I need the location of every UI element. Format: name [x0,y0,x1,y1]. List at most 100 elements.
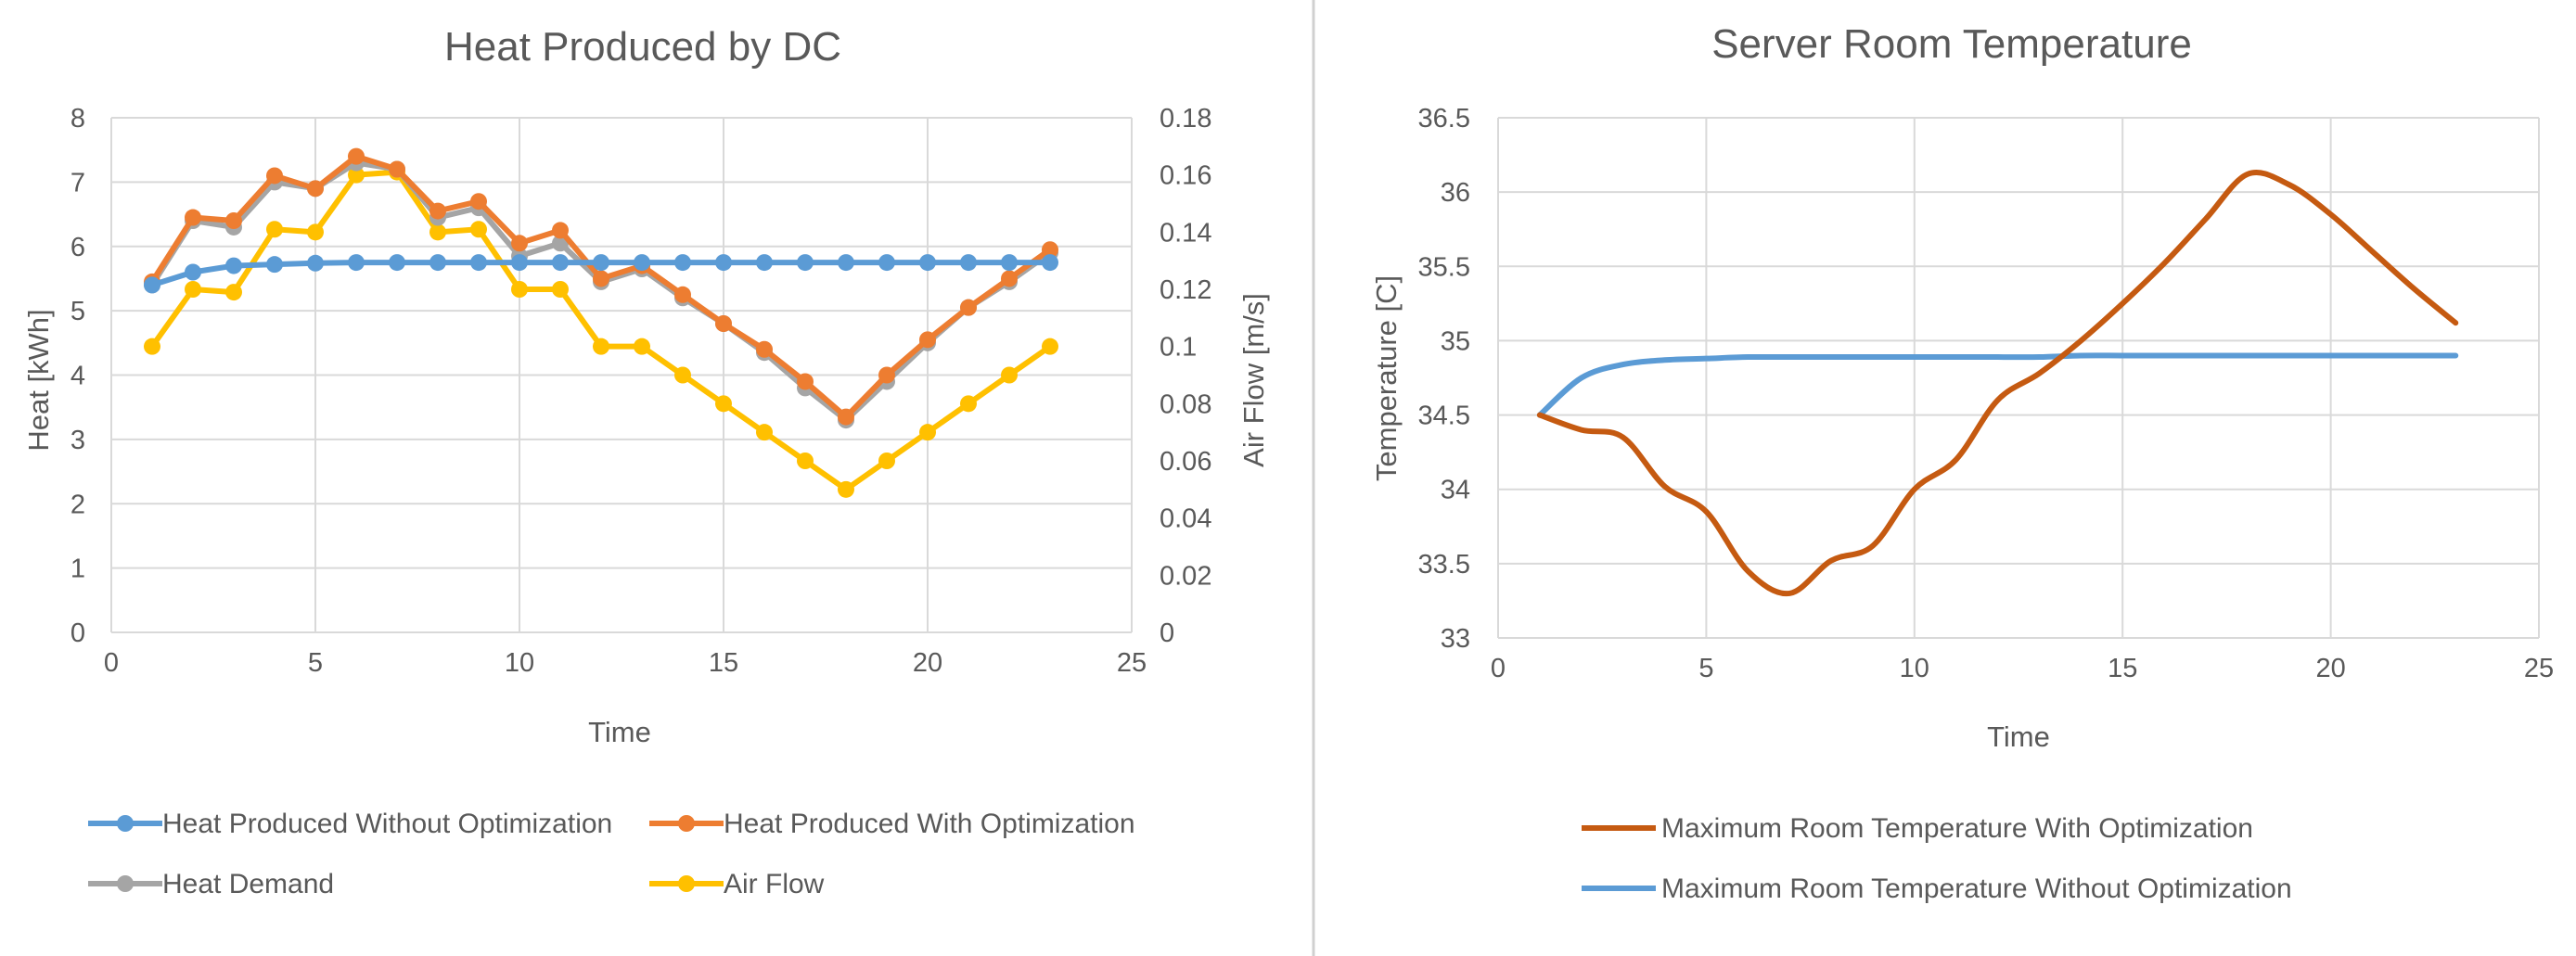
temperature-chart-x-tick-label: 25 [2524,654,2554,683]
temperature-chart-y-label: Temperature [C] [1370,275,1403,481]
temperature-chart-x-tick-label: 10 [1900,654,1929,683]
series-point [715,395,732,413]
temperature-chart-x-label: Time [1987,720,2050,753]
series-point [960,299,977,316]
heat-chart-y2-tick-label: 0.12 [1160,275,1211,305]
temperature-chart-x-tick-label: 5 [1698,654,1713,683]
series-point [715,315,732,332]
series-point [429,202,446,220]
series-point [919,424,936,441]
heat-chart-title: Heat Produced by DC [444,24,841,70]
series-point [348,147,365,165]
temperature-chart-y-tick-label: 36.5 [1418,104,1470,134]
series-point [470,221,487,238]
series-point [225,257,242,274]
temperature-chart-y-tick-label: 33.5 [1418,550,1470,580]
heat-chart-y2-tick-label: 0.08 [1160,389,1211,419]
series-point [511,235,528,252]
heat-chart-y2-ticks: 0 0.02 0.04 0.06 0.08 0.1 0.12 0.14 0.16 0.18 [1160,104,1211,648]
heat-chart-y-tick-label: 7 [70,168,85,198]
series-point [307,180,324,198]
heat-chart-x-tick-label: 10 [505,648,534,678]
heat-chart-y-tick-label: 1 [70,554,85,584]
series-point [593,338,609,355]
series-point [593,254,609,272]
series-point [348,166,365,184]
temperature-chart-y-tick-label: 34.5 [1418,402,1470,431]
series-point [144,276,160,294]
series-point [266,256,283,274]
heat-chart-y2-tick-label: 0.04 [1160,504,1211,534]
series-point [634,254,650,272]
series-point [634,338,650,355]
legend-label: Heat Produced With Optimization [724,809,1135,839]
heat-chart-y2-tick-label: 0.14 [1160,218,1211,248]
series-point [389,254,405,272]
heat-chart-x-tick-label: 15 [709,648,738,678]
temperature-chart-x-tick-label: 0 [1491,654,1506,683]
series-line [1536,170,2459,597]
temperature-chart-gridlines [1497,117,2540,639]
series-point [838,480,854,498]
heat-chart-y2-tick-label: 0 [1160,618,1174,648]
heat-chart-y2-tick-label: 0.1 [1160,333,1197,363]
heat-chart-y-tick-label: 0 [70,618,85,648]
series-point [919,254,936,272]
series-point [878,254,895,272]
temperature-chart-x-tick-label: 20 [2315,654,2345,683]
heat-chart-x-label: Time [588,716,651,748]
heat-chart-y-tick-label: 5 [70,297,85,326]
heat-chart-y2-label: Air Flow [m/s] [1237,293,1270,467]
series-point [511,281,528,298]
temperature-chart-legend: Maximum Room Temperature With Optimizati… [1582,813,2292,904]
series-point [470,254,487,272]
temperature-chart-y-tick-label: 33 [1441,624,1470,654]
heat-chart-x-tick-label: 5 [308,648,323,678]
series-line [149,159,1052,424]
series-point [552,254,569,272]
heat-chart-y-ticks: 0 1 2 3 4 5 6 7 8 [70,104,85,648]
heat-chart-y2-tick-label: 0.02 [1160,561,1211,591]
heat-chart-y-tick-label: 4 [70,362,85,391]
heat-chart-y-tick-label: 2 [70,490,85,519]
series-point [307,254,324,272]
temperature-chart: Server Room Temperature 33 33.5 34 34.5 35 35… [1370,21,2554,904]
heat-chart-y2-tick-label: 0.18 [1160,104,1211,134]
series-point [225,212,242,229]
legend-label: Heat Demand [162,869,334,899]
series-point [715,254,732,272]
heat-chart-x-tick-label: 20 [913,648,942,678]
legend-label: Heat Produced Without Optimization [162,809,612,839]
heat-chart-y2-tick-label: 0.16 [1160,161,1211,191]
series-point [1042,338,1058,355]
temperature-chart-x-ticks: 0 5 10 15 20 25 [1491,654,2554,683]
series-point [185,209,201,226]
heat-chart-y-tick-label: 6 [70,233,85,262]
series-point [878,366,895,384]
series-point [552,222,569,239]
heat-chart-x-ticks: 0 5 10 15 20 25 [104,648,1147,678]
series-point [878,453,895,469]
legend-swatch-marker [678,875,695,892]
temperature-chart-title: Server Room Temperature [1711,21,2192,67]
series-point [1042,254,1058,272]
series-point [593,270,609,287]
legend-swatch-marker [117,815,134,832]
series-point [756,254,773,272]
series-point [1001,254,1018,272]
legend-label: Maximum Room Temperature With Optimizati… [1661,813,2253,844]
temperature-chart-y-tick-label: 36 [1441,178,1470,208]
heat-chart-y-label: Heat [kWh] [22,309,55,451]
heat-chart-y-tick-label: 8 [70,104,85,134]
temperature-chart-y-tick-label: 34 [1441,476,1470,505]
series-point [389,160,405,178]
series-point [307,223,324,241]
series-point [266,167,283,185]
heat-chart-legend: Heat Produced Without Optimization Heat P… [88,809,1135,899]
series-point [470,193,487,210]
series-point [511,254,528,272]
series-point [552,281,569,298]
legend-swatch-marker [678,815,695,832]
series-point [838,254,854,272]
